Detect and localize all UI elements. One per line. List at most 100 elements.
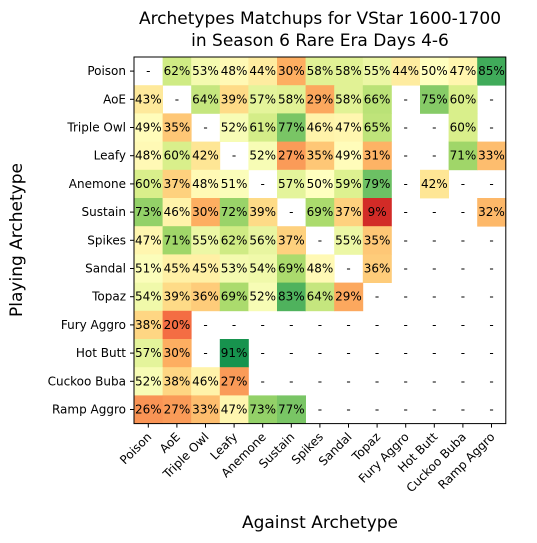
cell-value-label: 35% [307, 149, 334, 163]
cell-value-label: 62% [221, 233, 248, 247]
cell-value-label: 9% [368, 205, 387, 219]
cell-value-label: - [461, 318, 465, 332]
heatmap-cell [191, 198, 221, 227]
cell-value-label: 77% [278, 121, 305, 135]
heatmap-cell [391, 57, 421, 86]
cell-value-label: - [489, 92, 493, 106]
heatmap-cell [362, 198, 392, 227]
heatmap-cell [248, 395, 278, 424]
cell-value-label: 26% [135, 403, 162, 417]
cell-value-label: 57% [249, 92, 276, 106]
heatmap-cell [477, 57, 507, 86]
heatmap-cell [334, 282, 364, 312]
cell-value-label: - [432, 205, 436, 219]
cell-value-label: 50% [307, 177, 334, 191]
cell-value-label: - [261, 177, 265, 191]
cell-value-label: 83% [278, 290, 305, 304]
cell-value-label: 54% [135, 290, 162, 304]
heatmap-cell [134, 226, 163, 255]
cell-value-label: 52% [221, 121, 248, 135]
heatmap-cell [191, 254, 221, 283]
heatmap-cell [448, 57, 478, 86]
cell-value-label: 48% [192, 177, 219, 191]
cell-value-label: 38% [135, 318, 162, 332]
heatmap-cell [219, 226, 249, 255]
heatmap-cell [162, 113, 192, 142]
y-tick-label: Triple Owl [66, 121, 126, 135]
cell-value-label: - [203, 346, 207, 360]
x-axis-label: Against Archetype [242, 513, 398, 533]
heatmap-cell [134, 310, 163, 340]
heatmap-cell [420, 85, 449, 114]
heatmap-cell [277, 57, 306, 86]
cell-value-label: 33% [192, 403, 219, 417]
cell-value-label: 42% [421, 177, 448, 191]
cell-value-label: 73% [135, 205, 162, 219]
cell-value-label: - [318, 233, 322, 247]
heatmap-cell [334, 169, 364, 199]
cell-value-label: 44% [249, 64, 276, 78]
cell-value-label: 51% [221, 177, 248, 191]
cell-value-label: - [261, 318, 265, 332]
cell-value-label: 56% [249, 233, 276, 247]
heatmap-cell [334, 226, 364, 255]
heatmap-cell [134, 169, 163, 199]
cell-value-label: - [289, 205, 293, 219]
cell-value-label: 45% [192, 262, 219, 276]
heatmap-cell [277, 395, 306, 424]
heatmap-cell [305, 113, 335, 142]
cell-value-label: 39% [164, 290, 191, 304]
cell-value-label: - [489, 290, 493, 304]
cell-value-label: - [489, 177, 493, 191]
cell-value-label: - [289, 318, 293, 332]
cell-value-label: 57% [135, 346, 162, 360]
cell-value-label: - [346, 374, 350, 388]
heatmap-cell [162, 57, 192, 86]
cell-value-label: 69% [278, 262, 305, 276]
heatmap-cell [219, 198, 249, 227]
cell-value-label: 64% [192, 92, 219, 106]
heatmap-cell [191, 226, 221, 255]
cell-value-label: - [318, 403, 322, 417]
cell-value-label: - [432, 346, 436, 360]
cell-value-label: - [404, 262, 408, 276]
cell-value-label: - [404, 149, 408, 163]
cell-value-label: - [432, 233, 436, 247]
cell-value-label: - [432, 149, 436, 163]
heatmap-cell [248, 57, 278, 86]
heatmap-cell [362, 57, 392, 86]
cell-value-label: 58% [307, 64, 334, 78]
cell-value-label: - [432, 290, 436, 304]
cell-value-label: - [461, 290, 465, 304]
cell-value-label: 27% [278, 149, 305, 163]
cell-value-label: 55% [335, 233, 362, 247]
heatmap-cell [219, 282, 249, 312]
heatmap-cell [162, 169, 192, 199]
heatmap-cell [277, 141, 306, 171]
chart-title-line-1: Archetypes Matchups for VStar 1600-1700 [139, 9, 501, 29]
cell-value-label: 58% [278, 92, 305, 106]
heatmap-cell [305, 282, 335, 312]
heatmap-cell [219, 367, 249, 396]
cell-value-label: 46% [164, 205, 191, 219]
cell-value-label: - [404, 346, 408, 360]
cell-value-label: - [432, 374, 436, 388]
heatmap-cell [134, 367, 163, 396]
cell-value-label: - [461, 346, 465, 360]
cell-value-label: - [432, 121, 436, 135]
heatmap-cell [305, 57, 335, 86]
cell-value-label: - [404, 318, 408, 332]
cell-value-label: 62% [164, 64, 191, 78]
cell-value-label: 50% [421, 64, 448, 78]
cell-value-label: 55% [364, 64, 391, 78]
heatmap-cell [248, 282, 278, 312]
heatmap-cell [334, 85, 364, 114]
cell-value-label: - [261, 374, 265, 388]
heatmap-cell [277, 113, 306, 142]
cell-value-label: 44% [392, 64, 419, 78]
cell-value-label: 35% [364, 233, 391, 247]
cell-value-label: - [432, 318, 436, 332]
heatmap-cell [162, 141, 192, 171]
cell-value-label: - [404, 290, 408, 304]
